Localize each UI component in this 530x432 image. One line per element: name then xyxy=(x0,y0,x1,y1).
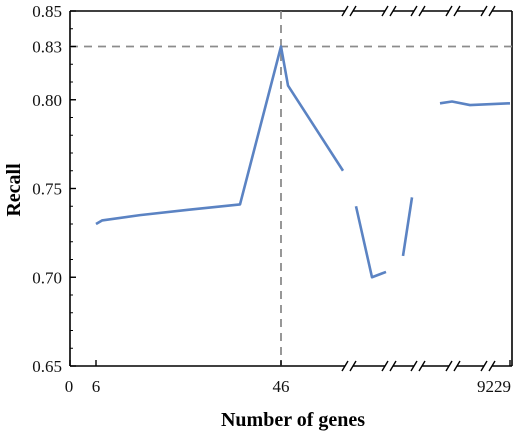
break-mark-bottom-3 xyxy=(410,360,426,372)
axes-frame xyxy=(69,10,513,367)
x-axis-ticks: 0 6 46 9229 xyxy=(65,360,511,396)
y-tick-label: 0.80 xyxy=(32,91,62,110)
y-tick-label: 0.85 xyxy=(32,2,62,21)
y-axis-ticks: 0.65 0.70 0.75 0.80 0.83 0.85 xyxy=(32,2,76,376)
break-mark-bottom-2 xyxy=(381,360,397,372)
y-axis-title: Recall xyxy=(3,163,25,217)
x-axis-title: Number of genes xyxy=(221,409,365,431)
series-line-segment xyxy=(439,100,511,107)
y-tick-label: 0.65 xyxy=(32,357,62,376)
series-line-segment xyxy=(95,45,345,226)
x-tick-label: 9229 xyxy=(477,377,511,396)
y-tick-label: 0.83 xyxy=(32,38,62,57)
break-mark-bottom-5 xyxy=(480,360,496,372)
axis-break-marks xyxy=(341,5,496,372)
series-line-segment xyxy=(354,205,387,279)
y-tick-label: 0.70 xyxy=(32,268,62,287)
break-mark-top-2 xyxy=(381,5,397,17)
series-recall xyxy=(95,45,511,279)
y-tick-label: 0.75 xyxy=(32,180,62,199)
break-mark-top-3 xyxy=(410,5,426,17)
series-line-segment xyxy=(401,197,414,257)
x-tick-label: 0 xyxy=(65,377,74,396)
break-mark-top-4 xyxy=(445,5,461,17)
x-tick-label: 46 xyxy=(273,377,290,396)
break-mark-top-5 xyxy=(480,5,496,17)
reference-lines xyxy=(70,11,512,366)
x-tick-label: 6 xyxy=(92,377,101,396)
break-mark-bottom-1 xyxy=(341,360,357,372)
break-mark-top-1 xyxy=(341,5,357,17)
break-mark-bottom-4 xyxy=(445,360,461,372)
